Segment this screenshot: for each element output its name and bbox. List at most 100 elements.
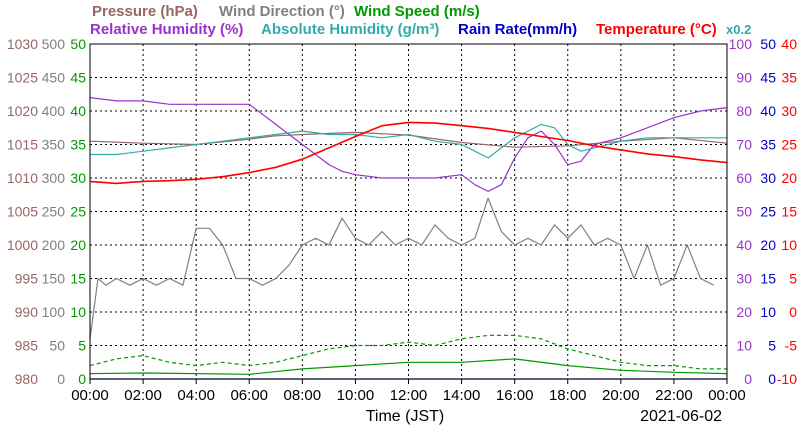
- humidity-tick-label: 0: [744, 371, 752, 387]
- x-tick-label: 20:00: [602, 387, 640, 404]
- wind_direction-tick-label: 450: [42, 70, 66, 86]
- pressure-tick-label: 1025: [7, 70, 38, 86]
- x-tick-label: 08:00: [284, 387, 322, 404]
- wind_speed-tick-label: 30: [70, 170, 86, 186]
- x-axis-label: Time (JST): [366, 408, 445, 425]
- pressure-tick-label: 1000: [7, 237, 38, 253]
- pressure-tick-label: 990: [15, 304, 39, 320]
- rain_rate-tick-label: 15: [760, 271, 776, 287]
- pressure-tick-label: 980: [15, 371, 39, 387]
- humidity-tick-label: 100: [729, 36, 753, 52]
- temperature-tick-label: 30: [781, 103, 797, 119]
- wind_direction-tick-label: 300: [42, 170, 66, 186]
- temperature-tick-label: 40: [781, 36, 797, 52]
- series-line-wind_speed: [89, 358, 728, 375]
- wind_speed-tick-label: 20: [70, 237, 86, 253]
- temperature-tick-label: 15: [781, 204, 797, 220]
- series-line-temperature: [89, 121, 728, 185]
- x-tick-label: 00:00: [708, 387, 746, 404]
- wind_speed-tick-label: 45: [70, 70, 86, 86]
- wind_direction-tick-label: 250: [42, 204, 66, 220]
- wind_speed-tick-label: 15: [70, 271, 86, 287]
- temperature-tick-label: 10: [781, 237, 797, 253]
- temperature-tick-label: 35: [781, 70, 797, 86]
- left-axes: 9809859909951000100510101015102010251030…: [7, 36, 86, 387]
- wind_direction-tick-label: 350: [42, 137, 66, 153]
- humidity-tick-label: 40: [736, 237, 752, 253]
- temperature-tick-label: -10: [777, 371, 797, 387]
- wind_direction-tick-label: 400: [42, 103, 66, 119]
- series-line-wind_speed: [89, 334, 727, 370]
- temperature-tick-label: 5: [789, 271, 797, 287]
- wind_direction-tick-label: 200: [42, 237, 66, 253]
- pressure-tick-label: 1020: [7, 103, 38, 119]
- x-tick-label: 22:00: [655, 387, 693, 404]
- x-tick-label: 02:00: [124, 387, 162, 404]
- x-tick-label: 16:00: [496, 387, 534, 404]
- temperature-tick-label: 0: [789, 304, 797, 320]
- humidity-tick-label: 70: [736, 137, 752, 153]
- rain_rate-tick-label: 45: [760, 70, 776, 86]
- rain_rate-tick-label: 50: [760, 36, 776, 52]
- legend-entry: Wind Direction (°): [219, 3, 345, 20]
- rain_rate-tick-label: 40: [760, 103, 776, 119]
- x-tick-label: 04:00: [177, 387, 215, 404]
- humidity-tick-label: 10: [736, 338, 752, 354]
- pressure-tick-label: 1015: [7, 137, 38, 153]
- wind_speed-tick-label: 50: [70, 36, 86, 52]
- date-label: 2021-06-02: [640, 408, 722, 425]
- x-tick-label: 06:00: [230, 387, 268, 404]
- temperature-tick-label: -5: [785, 338, 798, 354]
- wind_speed-tick-label: 40: [70, 103, 86, 119]
- humidity-tick-label: 30: [736, 271, 752, 287]
- series-line-wind_direction: [89, 197, 714, 339]
- legend: Pressure (hPa) Wind Direction (°) Wind Spe…: [90, 3, 751, 38]
- pressure-tick-label: 1030: [7, 36, 38, 52]
- legend-entry: Rain Rate(mm/h): [458, 21, 577, 38]
- x-tick-label: 00:00: [71, 387, 109, 404]
- humidity-tick-label: 90: [736, 70, 752, 86]
- wind_direction-tick-label: 500: [42, 36, 66, 52]
- temperature-tick-label: 25: [781, 137, 797, 153]
- wind_direction-tick-label: 0: [57, 371, 65, 387]
- rain_rate-tick-label: 10: [760, 304, 776, 320]
- pressure-tick-label: 995: [15, 271, 39, 287]
- legend-entry: Absolute Humidity (g/m³): [261, 21, 439, 38]
- wind_speed-tick-label: 35: [70, 137, 86, 153]
- grid: [90, 44, 727, 379]
- wind_direction-tick-label: 50: [49, 338, 65, 354]
- x-axis: 00:00 02:00 04:00 06:00 08:00 10:00 12:00 14:00…: [71, 379, 746, 404]
- right-axes: 0102030405060708090100051015202530354045…: [729, 36, 798, 387]
- x-tick-label: 18:00: [549, 387, 587, 404]
- wind_direction-tick-label: 150: [42, 271, 66, 287]
- series-line-humidity: [89, 97, 728, 192]
- x-tick-label: 10:00: [337, 387, 375, 404]
- wind_speed-tick-label: 10: [70, 304, 86, 320]
- wind_direction-tick-label: 100: [42, 304, 66, 320]
- legend-entry: Pressure (hPa): [92, 3, 198, 20]
- humidity-tick-label: 20: [736, 304, 752, 320]
- x-tick-label: 12:00: [390, 387, 428, 404]
- rain_rate-tick-label: 5: [768, 338, 776, 354]
- humidity-tick-label: 60: [736, 170, 752, 186]
- legend-entry: Temperature (°C): [596, 21, 717, 38]
- humidity-tick-label: 80: [736, 103, 752, 119]
- wind_speed-tick-label: 0: [78, 371, 86, 387]
- legend-entry: Relative Humidity (%): [90, 21, 243, 38]
- wind_speed-tick-label: 5: [78, 338, 86, 354]
- humidity-tick-label: 50: [736, 204, 752, 220]
- rain_rate-tick-label: 0: [768, 371, 776, 387]
- x-tick-label: 14:00: [443, 387, 481, 404]
- rain_rate-tick-label: 35: [760, 137, 776, 153]
- pressure-tick-label: 1010: [7, 170, 38, 186]
- rain_rate-tick-label: 30: [760, 170, 776, 186]
- temperature-tick-label: 20: [781, 170, 797, 186]
- pressure-tick-label: 1005: [7, 204, 38, 220]
- pressure-tick-label: 985: [15, 338, 39, 354]
- legend-entry: x0.2: [726, 22, 751, 37]
- wind_speed-tick-label: 25: [70, 204, 86, 220]
- rain_rate-tick-label: 25: [760, 204, 776, 220]
- rain_rate-tick-label: 20: [760, 237, 776, 253]
